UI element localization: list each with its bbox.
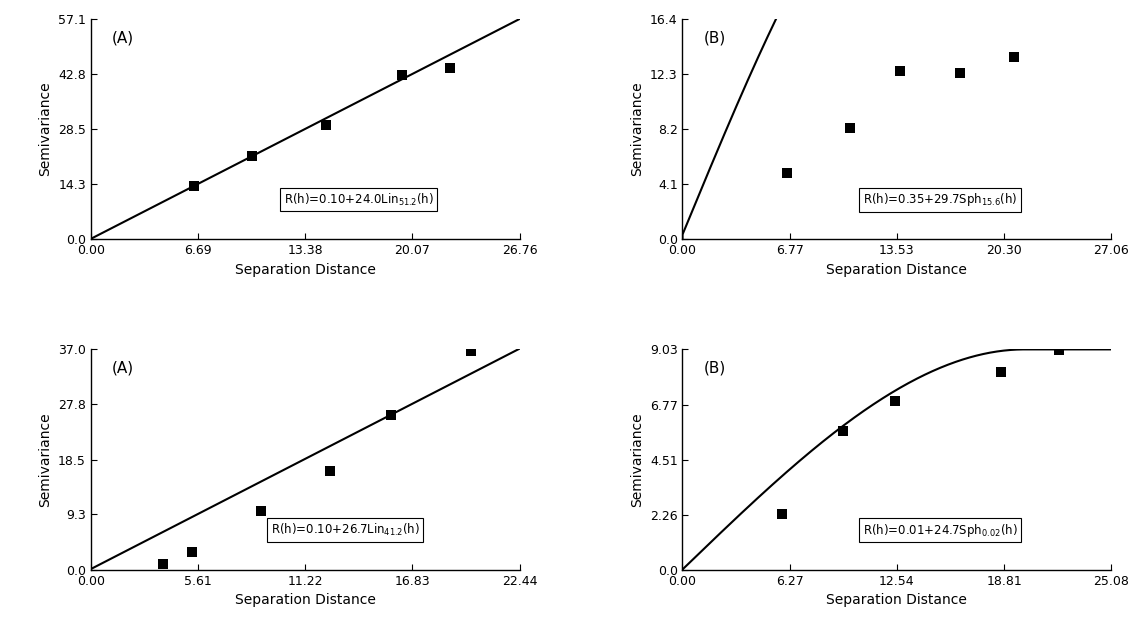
Text: R(h)=0.10+26.7Lin$_{\mathregular{41.2}}$(h): R(h)=0.10+26.7Lin$_{\mathregular{41.2}}$… bbox=[271, 522, 420, 538]
Text: R(h)=0.10+24.0Lin$_{\mathregular{51.2}}$(h): R(h)=0.10+24.0Lin$_{\mathregular{51.2}}$… bbox=[284, 192, 433, 208]
Point bbox=[154, 560, 172, 570]
Point bbox=[778, 168, 796, 179]
Point bbox=[1050, 345, 1068, 355]
Point bbox=[183, 547, 201, 557]
Point bbox=[252, 506, 270, 517]
X-axis label: Separation Distance: Separation Distance bbox=[827, 263, 967, 277]
Point bbox=[382, 410, 400, 420]
Point bbox=[185, 180, 203, 191]
Point bbox=[890, 66, 908, 77]
Y-axis label: Semivariance: Semivariance bbox=[39, 82, 52, 177]
Point bbox=[1005, 51, 1023, 61]
Point bbox=[318, 120, 336, 130]
Y-axis label: Semivariance: Semivariance bbox=[39, 412, 52, 507]
Point bbox=[243, 151, 261, 161]
X-axis label: Separation Distance: Separation Distance bbox=[235, 593, 375, 607]
Text: (A): (A) bbox=[112, 360, 134, 375]
Point bbox=[991, 367, 1009, 377]
Point bbox=[950, 68, 968, 78]
Y-axis label: Semivariance: Semivariance bbox=[631, 412, 644, 507]
Point bbox=[841, 123, 860, 133]
Y-axis label: Semivariance: Semivariance bbox=[631, 82, 644, 177]
X-axis label: Separation Distance: Separation Distance bbox=[827, 593, 967, 607]
Text: (A): (A) bbox=[112, 30, 134, 45]
Point bbox=[772, 508, 790, 518]
Text: R(h)=0.35+29.7Sph$_{\mathregular{15.6}}$(h): R(h)=0.35+29.7Sph$_{\mathregular{15.6}}$… bbox=[863, 191, 1017, 208]
X-axis label: Separation Distance: Separation Distance bbox=[235, 263, 375, 277]
Point bbox=[321, 467, 339, 477]
Text: (B): (B) bbox=[704, 360, 726, 375]
Point bbox=[392, 70, 411, 80]
Text: (B): (B) bbox=[704, 30, 726, 45]
Point bbox=[441, 63, 459, 73]
Point bbox=[835, 425, 853, 436]
Point bbox=[462, 346, 480, 356]
Point bbox=[886, 396, 904, 406]
Text: R(h)=0.01+24.7Sph$_{\mathregular{0.02}}$(h): R(h)=0.01+24.7Sph$_{\mathregular{0.02}}$… bbox=[863, 522, 1017, 539]
